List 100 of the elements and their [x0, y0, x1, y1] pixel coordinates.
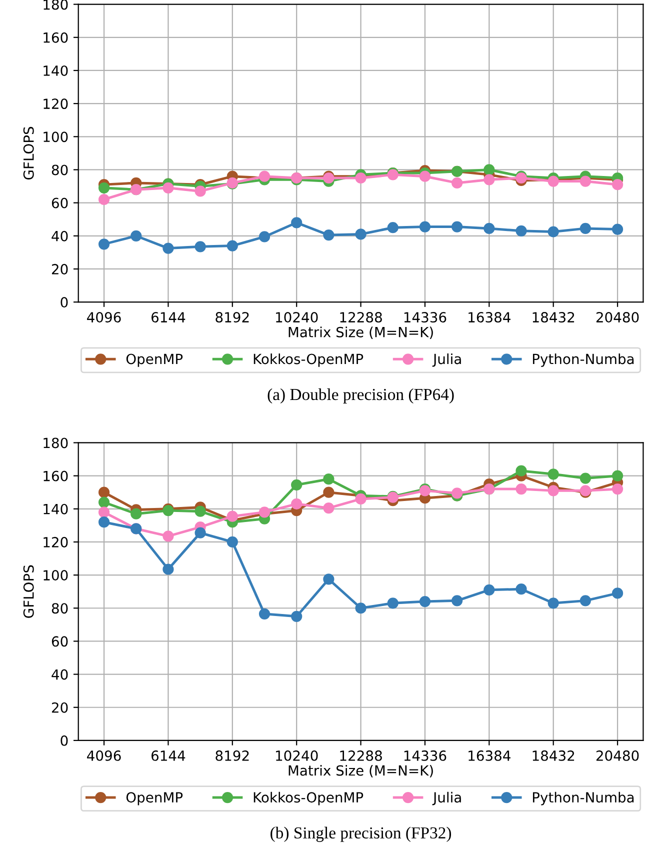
legend-label: Kokkos-OpenMP [254, 353, 364, 367]
point [452, 488, 463, 499]
legend-label: OpenMP [126, 354, 183, 367]
x-tick-label: 16384 [468, 750, 510, 761]
point [612, 483, 624, 495]
legend-label: Julia [432, 353, 461, 367]
point [419, 596, 431, 608]
point [323, 486, 334, 498]
point [98, 506, 110, 518]
point [258, 608, 270, 620]
y-tick-label: 20 [52, 264, 68, 274]
y-tick-label: 40 [52, 669, 68, 680]
legend-label: Python-Numba [532, 792, 634, 806]
point [580, 222, 591, 234]
point [226, 536, 238, 548]
point [387, 598, 398, 609]
y-tick-label: 100 [44, 570, 68, 581]
point [98, 516, 110, 528]
x-tick-label: 12288 [340, 312, 382, 323]
y-tick-label: 140 [44, 504, 68, 514]
y-tick-label: 60 [52, 198, 68, 208]
point [612, 588, 624, 599]
y-tick-label: 80 [52, 603, 68, 614]
point [291, 217, 302, 228]
y-tick-label: 140 [44, 65, 68, 76]
text: (a) Double precision (FP64) [268, 388, 454, 404]
point [323, 502, 334, 514]
point [194, 527, 206, 538]
point [580, 595, 591, 606]
point [548, 598, 559, 609]
point [162, 564, 174, 575]
point [291, 479, 302, 490]
point [612, 470, 624, 482]
point [291, 610, 302, 622]
x-tick-label: 10240 [276, 750, 318, 761]
point [355, 493, 366, 505]
x-tick-label: 10240 [276, 312, 318, 323]
x-axis-title: Matrix Size (M=N=K) [288, 765, 433, 778]
point [194, 186, 206, 197]
point [452, 595, 463, 606]
point [323, 230, 334, 241]
y-tick-label: 40 [52, 230, 68, 242]
legend-label: Python-Numba [532, 353, 634, 367]
point [419, 221, 431, 232]
y-tick-label: 0 [60, 297, 68, 308]
point [98, 182, 110, 194]
y-tick-label: 180 [44, 438, 68, 448]
point [323, 574, 334, 585]
point [162, 182, 174, 194]
x-tick-label: 14336 [404, 312, 446, 323]
point [323, 474, 334, 485]
x-tick-label: 6144 [152, 312, 186, 323]
x-axis-title: Matrix Size (M=N=K) [288, 326, 433, 339]
point [612, 179, 624, 190]
point [580, 176, 591, 187]
y-tick-label: 160 [44, 470, 68, 482]
legend-label: OpenMP [126, 792, 183, 806]
point [484, 222, 495, 234]
point [194, 241, 206, 252]
point [98, 496, 110, 508]
point [548, 226, 559, 238]
point [484, 584, 495, 596]
y-tick-label: 60 [52, 636, 68, 647]
point [291, 498, 302, 510]
y-tick-label: 80 [52, 164, 68, 176]
point [98, 194, 110, 206]
point [580, 472, 591, 484]
point [355, 602, 366, 614]
point [484, 164, 495, 176]
x-tick-label: 4096 [87, 750, 121, 761]
x-tick-label: 8192 [216, 312, 249, 323]
x-tick-label: 18432 [532, 312, 574, 323]
point [130, 508, 142, 520]
legend-label: Julia [432, 792, 461, 806]
x-tick-label: 8192 [216, 750, 249, 761]
point [452, 221, 463, 232]
point [98, 486, 110, 498]
point [452, 177, 463, 189]
point [548, 468, 559, 480]
y-axis-title: GFLOPS [23, 126, 34, 180]
legend-label: Kokkos-OpenMP [254, 792, 364, 806]
y-tick-label: 120 [44, 536, 68, 548]
point [130, 230, 142, 242]
x-tick-label: 18432 [532, 750, 574, 761]
x-tick-label: 16384 [468, 312, 510, 323]
point [162, 242, 174, 254]
y-tick-label: 20 [52, 702, 68, 713]
y-tick-label: 0 [60, 735, 68, 746]
y-tick-label: 120 [44, 98, 68, 110]
point [258, 231, 270, 242]
point [355, 228, 366, 240]
point [226, 240, 238, 252]
point [516, 465, 527, 476]
point [419, 170, 431, 182]
point [194, 506, 206, 517]
y-axis-title: GFLOPS [23, 565, 34, 618]
x-tick-label: 20480 [596, 312, 639, 323]
point [516, 483, 527, 495]
x-tick-label: 4096 [87, 312, 121, 323]
y-tick-label: 100 [44, 132, 68, 142]
